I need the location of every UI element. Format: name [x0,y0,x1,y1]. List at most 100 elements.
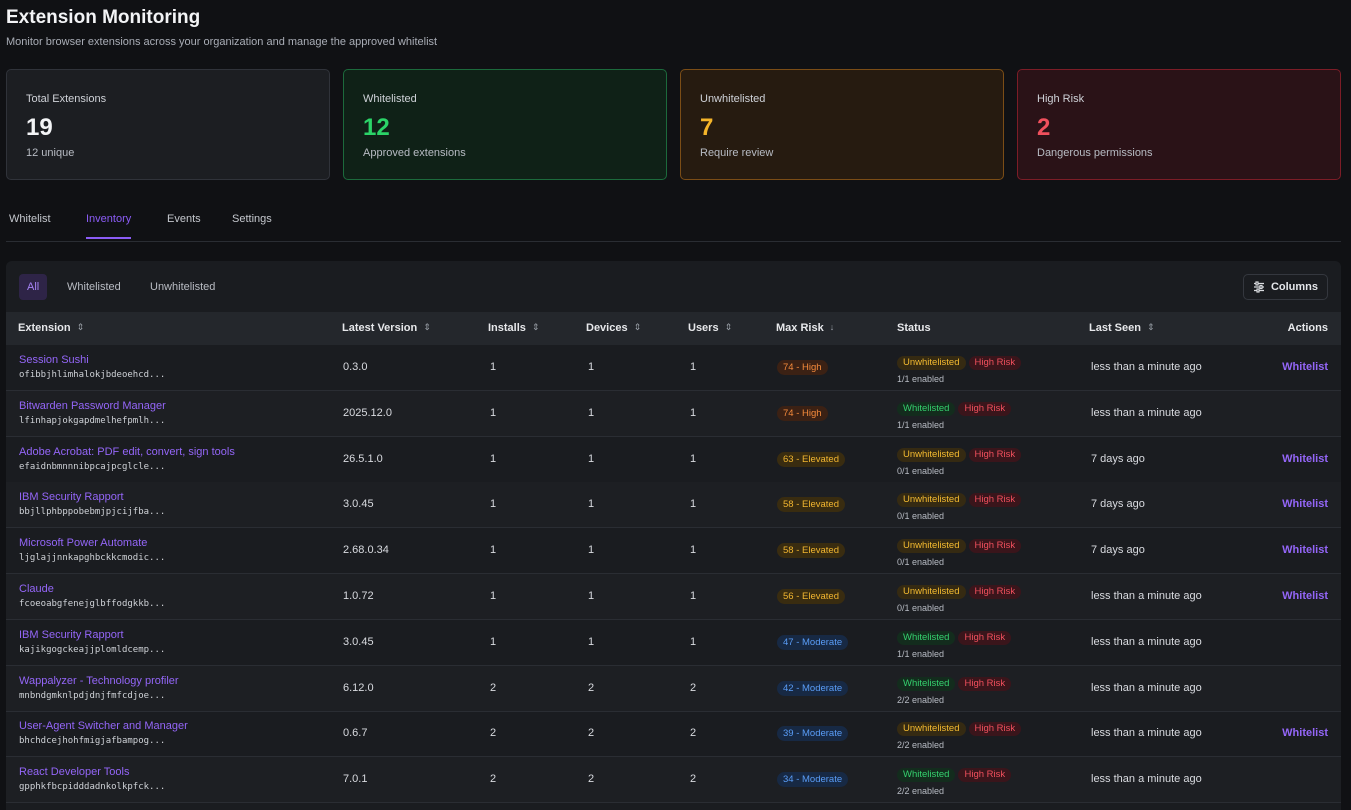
last-seen: 7 days ago [1091,544,1145,557]
risk-badge: 74 - High [777,405,828,421]
filter-whitelisted[interactable]: Whitelisted [67,281,121,293]
table-header: Extension ⇕ Latest Version ⇕ Installs ⇕ Dev… [6,312,1341,345]
enabled-count: 2/2 enabled [897,786,945,797]
users-count: 1 [690,544,697,557]
latest-version: 2.68.0.34 [343,544,389,557]
columns-button[interactable]: Columns [1242,274,1328,300]
installs-count: 1 [490,590,497,602]
users-count: 2 [690,727,697,740]
table-row: IBM Security Rapport bbjllphbppobebmjpjci… [6,482,1341,529]
col-installs[interactable]: Installs ⇕ [488,322,539,334]
users-count: 1 [690,590,697,602]
high-risk-badge: High Risk [968,493,1022,508]
tab-events[interactable]: Events [167,213,201,225]
status-badge: Whitelisted [897,676,956,691]
users-count: 1 [690,498,697,511]
high-risk-badge: High Risk [958,630,1012,645]
extension-id: efaidnbmnnnibpcajpcglcle... [19,461,166,472]
total-extensions-card: Total Extensions 19 12 unique [6,69,330,180]
tab-inventory[interactable]: Inventory [86,213,132,239]
table-row: IBM Security Rapport kajikgogckeajjplomld… [6,620,1341,666]
risk-badge: 74 - High [777,360,828,375]
extension-name-link[interactable]: Bitwarden Password Manager [19,399,166,412]
latest-version: 0.3.0 [343,361,368,373]
card-subtitle: Require review [700,147,774,159]
filter-all[interactable]: All [19,274,48,300]
risk-badge: 63 - Elevated [777,451,845,467]
table-row: Bitwarden Password Manager lfinhapjokgapd… [6,390,1341,437]
enabled-count: 2/2 enabled [897,694,945,705]
col-label: Latest Version [342,322,418,334]
last-seen: less than a minute ago [1091,406,1202,419]
devices-count: 1 [588,361,595,373]
status-cell: Unwhitelisted High Risk 0/1 enabled [897,535,1024,567]
extension-name-link[interactable]: IBM Security Rapport [19,628,124,641]
whitelist-button[interactable]: Whitelist [1282,452,1328,465]
extension-id: ljglajjnnkapghbckkcmodic... [19,553,166,564]
extension-name-link[interactable]: Adobe Acrobat: PDF edit, convert, sign t… [19,445,235,458]
inventory-panel: All Whitelisted Unwhitelisted Columns Ex… [6,261,1341,810]
risk-badge: 58 - Elevated [777,497,845,513]
last-seen: 7 days ago [1091,498,1145,511]
extension-name-link[interactable]: Wappalyzer - Technology profiler [19,674,179,687]
last-seen: less than a minute ago [1091,590,1202,602]
extension-id: ofibbjhlimhalokjbdeoehcd... [19,370,166,380]
col-last-seen[interactable]: Last Seen ⇕ [1089,322,1155,334]
sort-desc-icon: ↓ [829,322,835,332]
extension-id: gpphkfbcpidddadnkolkpfck... [19,782,166,793]
col-devices[interactable]: Devices ⇕ [586,322,641,334]
extension-name-link[interactable]: Microsoft Power Automate [19,537,148,550]
high-risk-badge: High Risk [968,539,1022,554]
table-row: Microsoft Power Automate ljglajjnnkapghbc… [6,528,1341,575]
main-tabs: Whitelist Inventory Events Settings [6,200,1341,242]
high-risk-badge: High Risk [968,356,1022,370]
high-risk-badge: High Risk [958,676,1012,691]
whitelist-button[interactable]: Whitelist [1282,361,1328,373]
sort-icon: ⇕ [423,322,431,332]
col-users[interactable]: Users ⇕ [688,322,732,334]
status-badge: Unwhitelisted [897,585,966,599]
card-title: High Risk [1037,93,1085,105]
risk-badge: 56 - Elevated [777,589,845,604]
high-risk-card: High Risk 2 Dangerous permissions [1017,69,1341,180]
tab-whitelist[interactable]: Whitelist [9,213,51,225]
last-seen: less than a minute ago [1091,773,1202,786]
col-extension[interactable]: Extension ⇕ [18,322,84,334]
devices-count: 1 [588,452,595,465]
high-risk-badge: High Risk [958,401,1012,416]
card-title: Whitelisted [363,93,417,105]
extension-id: bhchdcejhohfmigjafbampog... [19,736,166,747]
col-status: Status [897,322,931,334]
latest-version: 1.0.72 [343,590,374,602]
whitelist-button[interactable]: Whitelist [1282,544,1328,557]
sort-icon: ⇕ [633,322,642,332]
status-cell: Unwhitelisted High Risk 1/1 enabled [897,352,1024,384]
filter-unwhitelisted[interactable]: Unwhitelisted [150,281,216,293]
installs-count: 1 [490,361,497,373]
latest-version: 7.0.1 [343,773,368,786]
whitelist-button[interactable]: Whitelist [1282,590,1328,602]
page-subtitle: Monitor browser extensions across your o… [6,36,438,48]
high-risk-badge: High Risk [968,722,1022,737]
status-cell: Unwhitelisted High Risk 0/1 enabled [897,489,1024,521]
sort-icon: ⇕ [1146,322,1155,332]
extension-name-link[interactable]: User-Agent Switcher and Manager [19,720,188,733]
col-max-risk[interactable]: Max Risk ↓ [776,322,834,334]
card-value: 19 [26,114,53,141]
high-risk-badge: High Risk [968,447,1022,462]
extension-name-link[interactable]: IBM Security Rapport [19,491,124,504]
tab-settings[interactable]: Settings [232,213,272,225]
installs-count: 2 [490,727,497,740]
table-row: Claude fcoeoabgfenejglbffodgkkb... 1.0.72 1… [6,574,1341,620]
installs-count: 2 [490,773,497,786]
columns-label: Columns [1270,281,1318,293]
whitelist-button[interactable]: Whitelist [1282,727,1328,740]
extension-name-link[interactable]: React Developer Tools [19,766,130,779]
risk-badge: 58 - Elevated [777,543,845,559]
card-title: Unwhitelisted [700,93,766,105]
extension-name-link[interactable]: Claude [19,583,54,595]
col-latest-version[interactable]: Latest Version ⇕ [342,322,431,334]
sort-icon: ⇕ [724,322,733,332]
extension-name-link[interactable]: Session Sushi [19,354,89,366]
whitelist-button[interactable]: Whitelist [1282,498,1328,511]
